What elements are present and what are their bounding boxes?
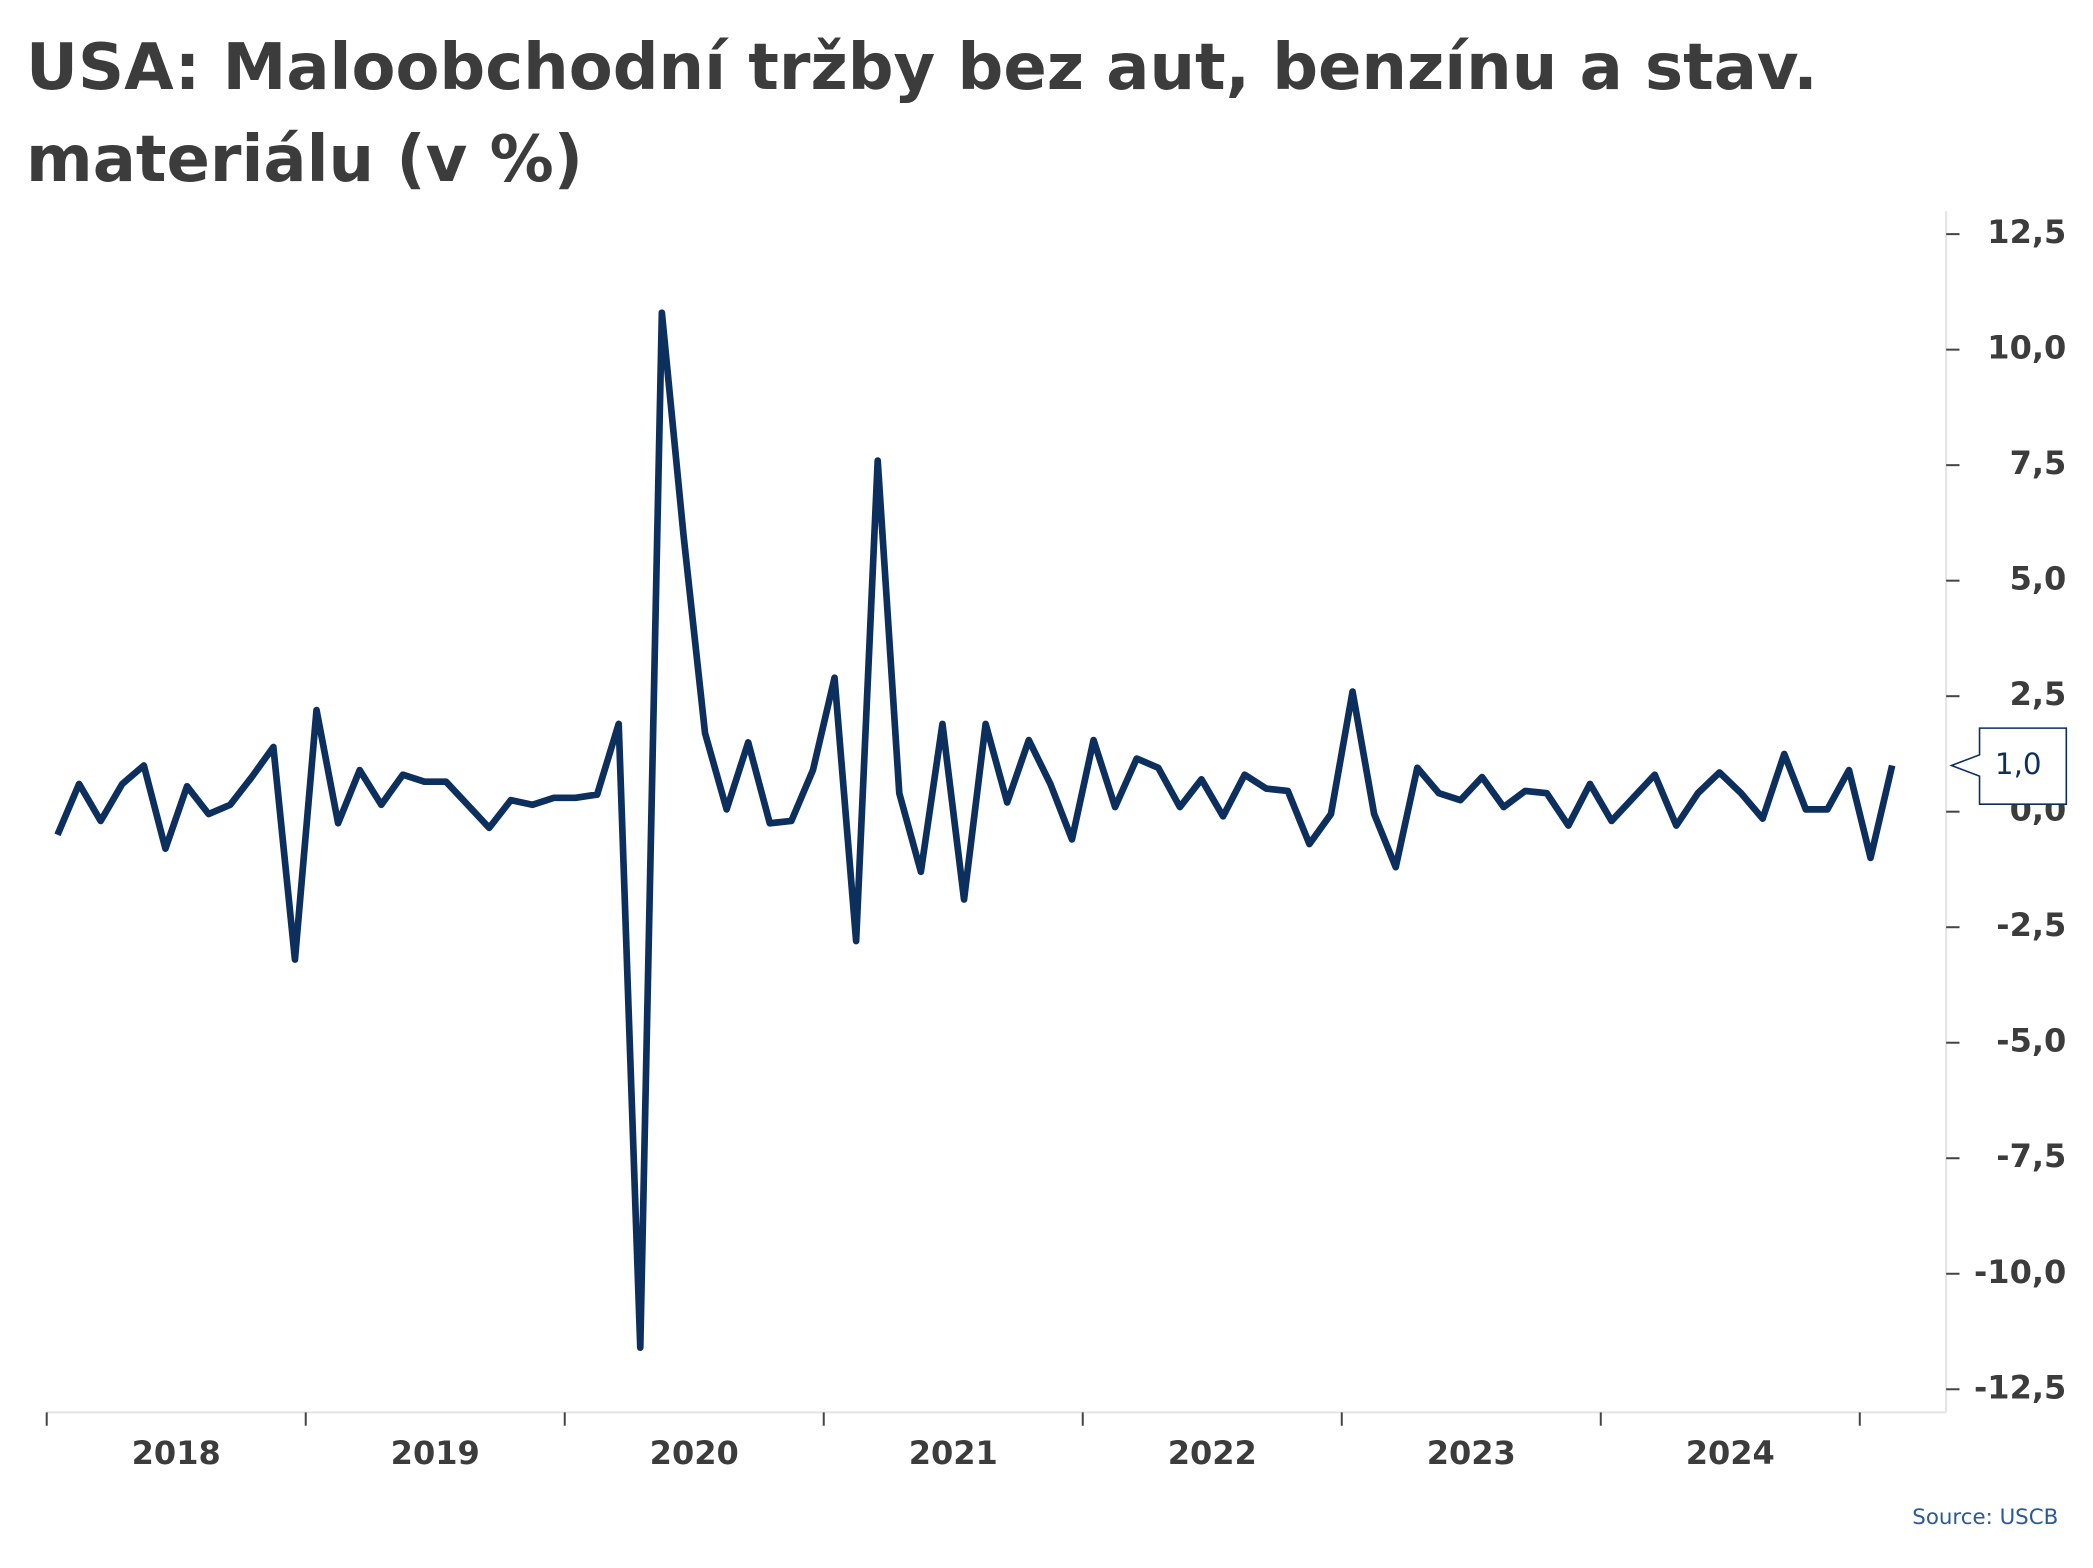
line-series xyxy=(54,309,1896,1352)
x-tick-label: 2022 xyxy=(1168,1434,1257,1472)
x-tick-label: 2024 xyxy=(1686,1434,1775,1472)
y-tick-label: -7,5 xyxy=(1996,1137,2066,1175)
y-tick-label: 5,0 xyxy=(2010,560,2067,598)
y-tick-label: -12,5 xyxy=(1974,1368,2066,1406)
y-tick-label: 2,5 xyxy=(2010,675,2067,713)
chart-title: USA: Maloobchodní tržby bez aut, benzínu… xyxy=(26,31,1818,197)
value-label-box xyxy=(1949,727,2068,806)
y-tick-label: 10,0 xyxy=(1987,329,2066,367)
value-label: 1,0 xyxy=(1995,747,2042,781)
y-tick-label: -10,0 xyxy=(1974,1253,2066,1291)
y-tick-label: 7,5 xyxy=(2010,444,2067,482)
x-tick-label: 2023 xyxy=(1427,1434,1516,1472)
source: Source: USCB xyxy=(1912,1505,2058,1530)
y-tick-label: 12,5 xyxy=(1987,213,2066,251)
y-tick-label: -5,0 xyxy=(1996,1022,2066,1060)
x-tick-label: 2019 xyxy=(391,1434,480,1472)
x-tick-label: 2021 xyxy=(909,1434,998,1472)
x-tick-label: 2018 xyxy=(132,1434,221,1472)
y-tick-label: -2,5 xyxy=(1996,906,2066,944)
x-tick-label: 2020 xyxy=(650,1434,739,1472)
